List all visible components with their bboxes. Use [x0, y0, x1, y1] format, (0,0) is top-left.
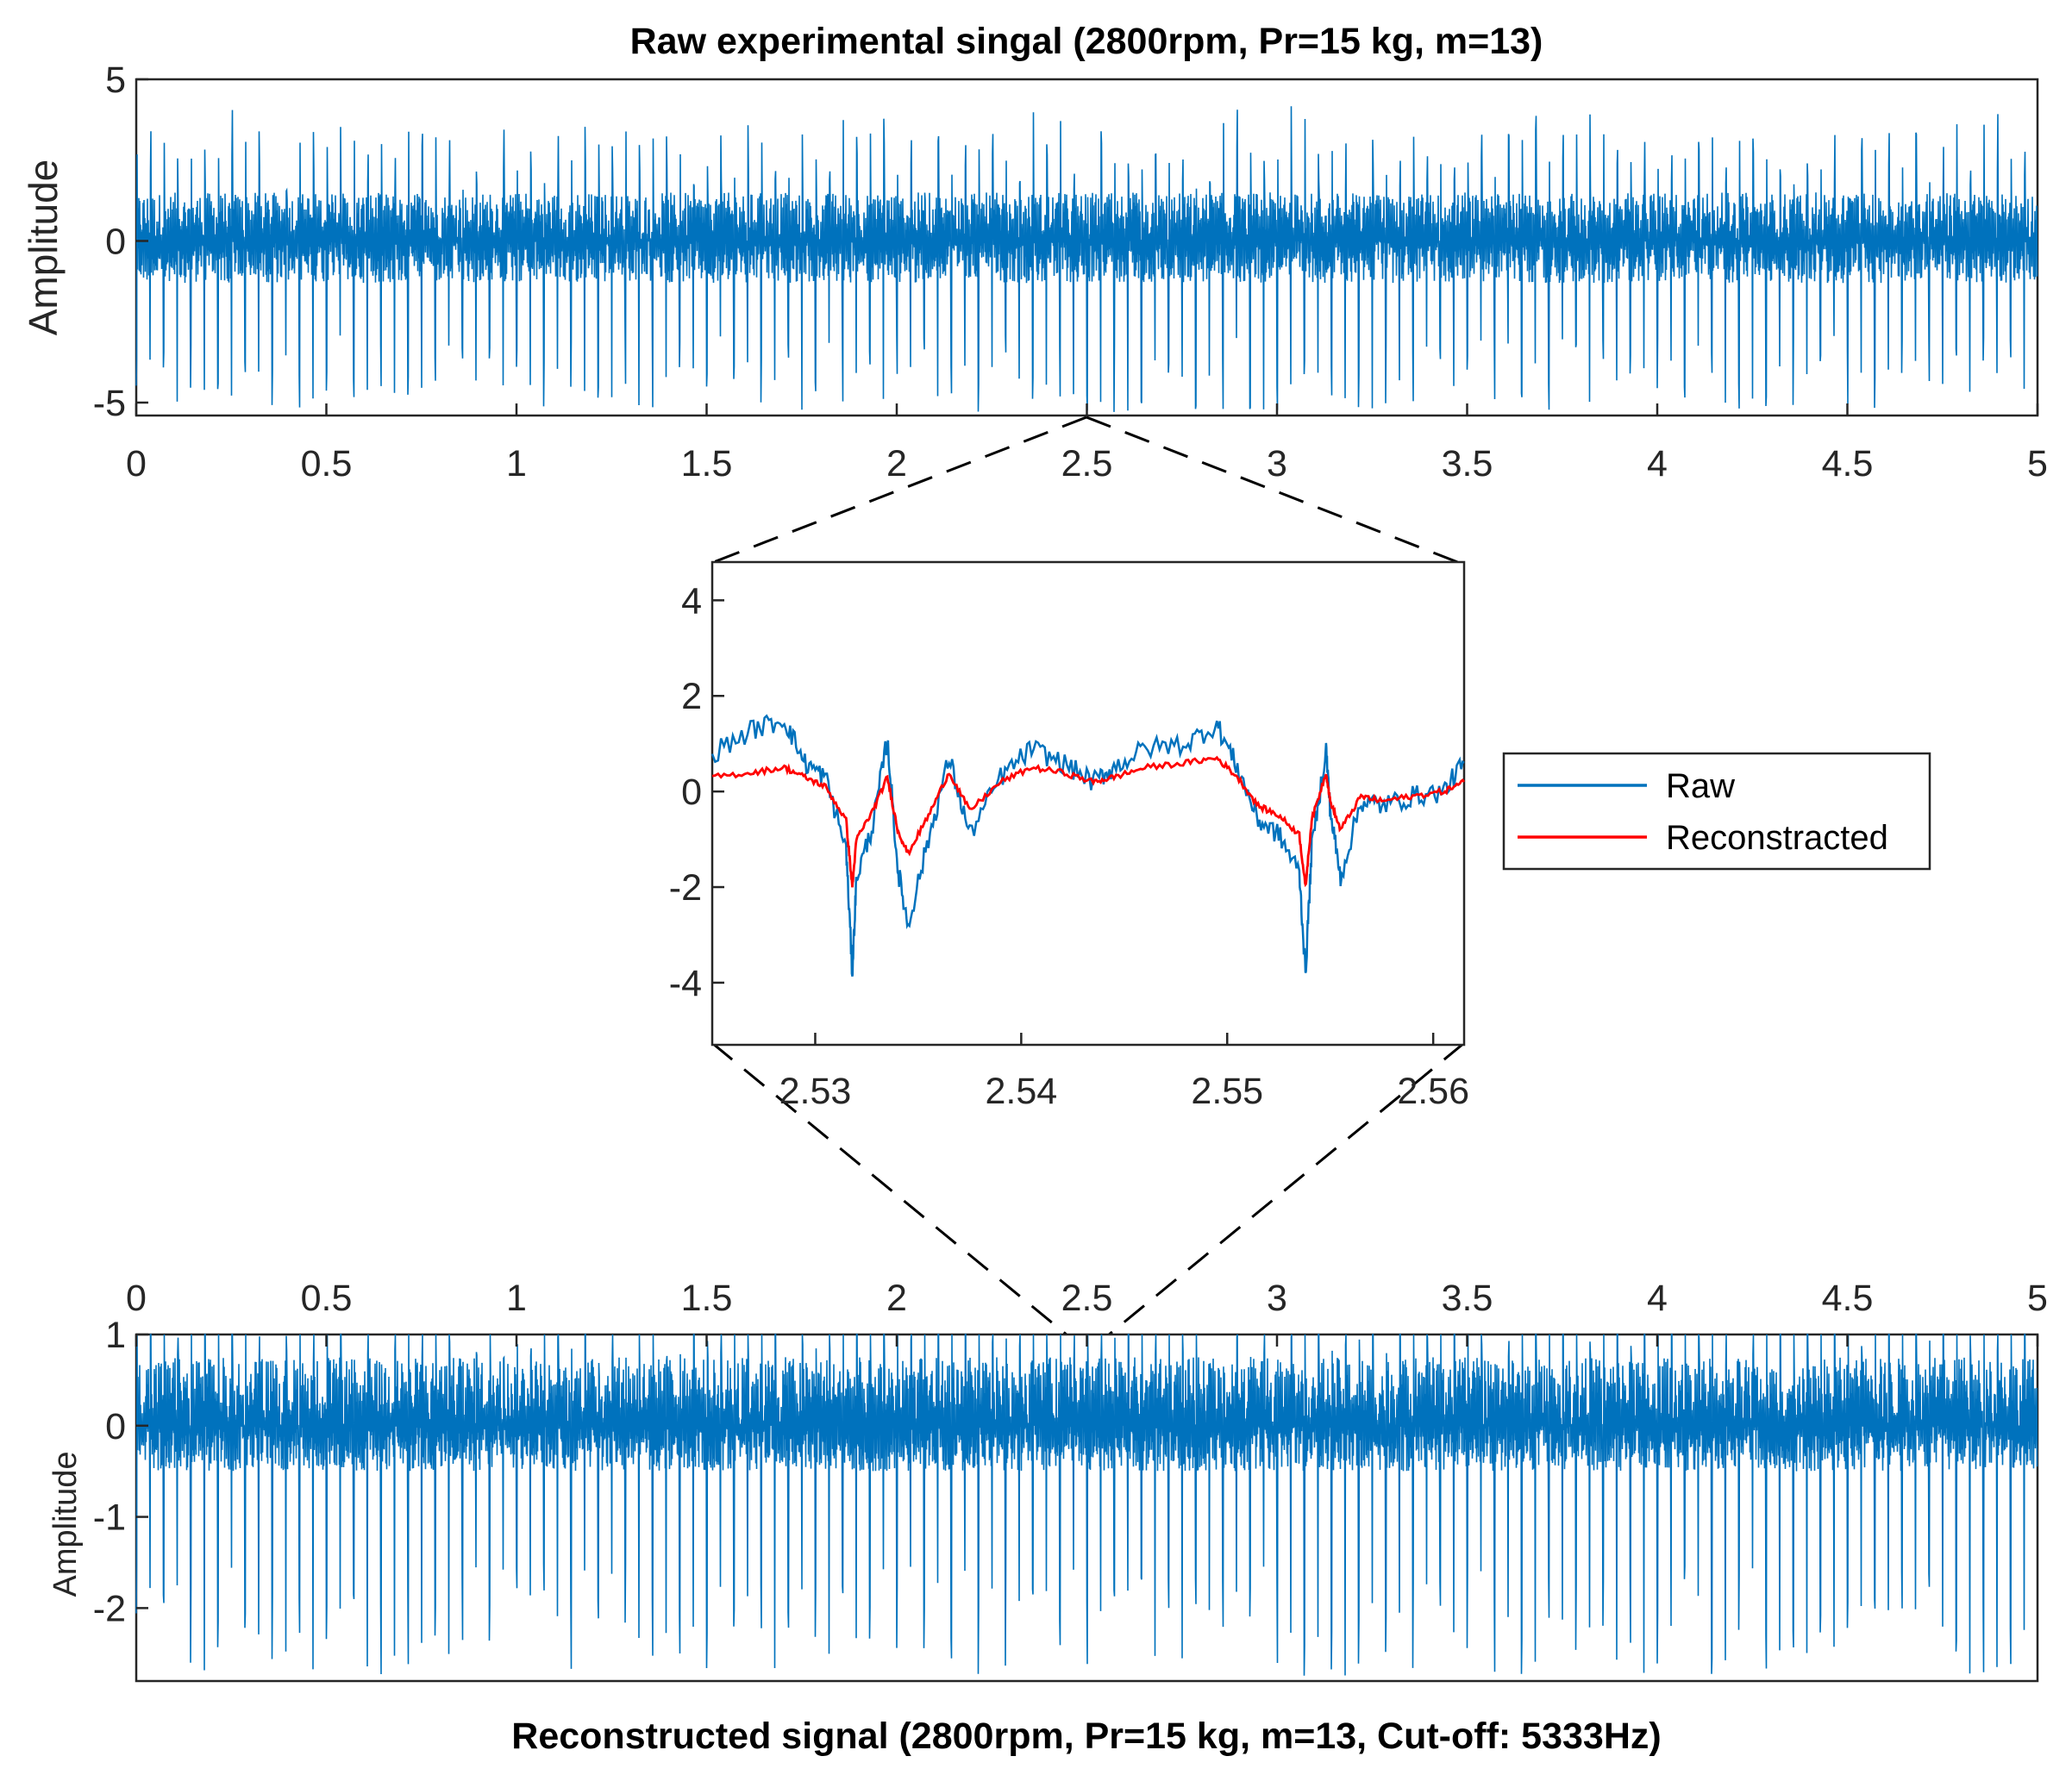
zoom-series [710, 714, 1466, 977]
top-y-tick-label: -5 [93, 383, 126, 424]
zoom-y-axis: 4 2 0 -2 -4 [669, 580, 724, 1004]
bottom-x-tick-label: 3 [1267, 1278, 1287, 1319]
bottom-y-tick-label: 0 [105, 1406, 126, 1447]
top-x-tick-label: 2 [886, 443, 907, 484]
zoom-series-raw [710, 714, 1465, 977]
bottom-x-tick-label: 5 [2027, 1278, 2048, 1319]
top-series-line [135, 106, 2038, 412]
top-x-tick-label: 0.5 [301, 443, 353, 484]
bottom-x-axis: 0 0.5 1 1.5 2 2.5 3 3.5 4 4.5 5 [126, 1278, 2048, 1347]
zoom-series-reconstracted [711, 755, 1466, 888]
top-x-axis: 0 0.5 1 1.5 2 2.5 3 3.5 4 4.5 5 [126, 403, 2048, 484]
reconstructed-signal-chart: 0 0.5 1 1.5 2 2.5 3 3.5 4 4.5 5 10-1-2 Reconstruct… [47, 1278, 2048, 1757]
zoom-y-tick-label: 4 [681, 580, 702, 622]
bottom-series-line [135, 1334, 2038, 1676]
top-y-tick-label: 5 [105, 59, 126, 101]
zoom-x-axis: 2.53 2.54 2.55 2.56 [779, 1033, 1469, 1112]
top-x-tick-label: 4 [1647, 443, 1668, 484]
top-x-tick-label: 3 [1267, 443, 1287, 484]
top-x-tick-label: 1 [506, 443, 527, 484]
zoom-y-tick-label: -2 [669, 867, 702, 909]
bottom-y-axis-label: Amplitude [47, 1452, 84, 1597]
bottom-x-tick-label: 3.5 [1442, 1278, 1493, 1319]
top-x-tick-label: 1.5 [681, 443, 733, 484]
bottom-x-tick-label: 4 [1647, 1278, 1668, 1319]
bottom-y-tick-label: -1 [93, 1497, 126, 1539]
zoom-x-tick-label: 2.53 [779, 1071, 852, 1112]
zoom-x-tick-label: 2.54 [986, 1071, 1058, 1112]
legend-reconstructed-label: Reconstracted [1666, 819, 1888, 857]
top-x-tick-label: 2.5 [1061, 443, 1113, 484]
zoom-connectors [706, 416, 1465, 1349]
bottom-y-axis: 1 0 -1 -2 [93, 1315, 148, 1629]
legend: Raw Reconstracted [1502, 752, 1931, 871]
top-x-tick-label: 0 [126, 443, 147, 484]
bottom-x-tick-label: 2 [886, 1278, 907, 1319]
top-chart-title: Raw experimental singal (2800rpm, Pr=15 … [630, 21, 1543, 62]
zoom-inset-chart: 2.53 2.54 2.55 2.56 4 2 0 -2 -4 [669, 560, 1469, 1112]
bottom-x-tick-label: 0.5 [301, 1278, 353, 1319]
zoom-y-tick-label: 0 [681, 772, 702, 813]
top-raw-series [135, 106, 2038, 412]
bottom-x-tick-label: 2.5 [1061, 1278, 1113, 1319]
zoom-connector-top-left [706, 416, 1087, 566]
bottom-y-tick-label: -2 [93, 1588, 126, 1629]
bottom-y-tick-label: 1 [105, 1315, 126, 1356]
legend-box [1502, 752, 1931, 871]
top-x-tick-label: 3.5 [1442, 443, 1493, 484]
top-x-tick-label: 5 [2027, 443, 2048, 484]
legend-raw-label: Raw [1666, 767, 1735, 805]
bottom-x-tick-label: 4.5 [1822, 1278, 1874, 1319]
zoom-y-tick-label: 2 [681, 676, 702, 717]
bottom-x-tick-label: 1.5 [681, 1278, 733, 1319]
top-y-axis: 5 0 -5 [93, 59, 148, 424]
bottom-reconstructed-series [135, 1334, 2038, 1676]
bottom-x-tick-label: 1 [506, 1278, 527, 1319]
top-x-tick-label: 4.5 [1822, 443, 1874, 484]
raw-signal-chart: 0 0.5 1 1.5 2 2.5 3 3.5 4 4.5 5 50-5 Raw experimen… [21, 21, 2048, 484]
bottom-x-tick-label: 0 [126, 1278, 147, 1319]
zoom-x-tick-label: 2.55 [1191, 1071, 1263, 1112]
top-y-tick-label: 0 [105, 222, 126, 263]
zoom-y-tick-label: -4 [669, 963, 702, 1004]
zoom-plot-area [710, 560, 1466, 1047]
top-y-axis-label: Amplitude [21, 159, 66, 336]
zoom-connector-top-right [1086, 416, 1465, 566]
zoom-x-tick-label: 2.56 [1397, 1071, 1469, 1112]
bottom-chart-title: Reconstructed signal (2800rpm, Pr=15 kg,… [511, 1716, 1661, 1757]
